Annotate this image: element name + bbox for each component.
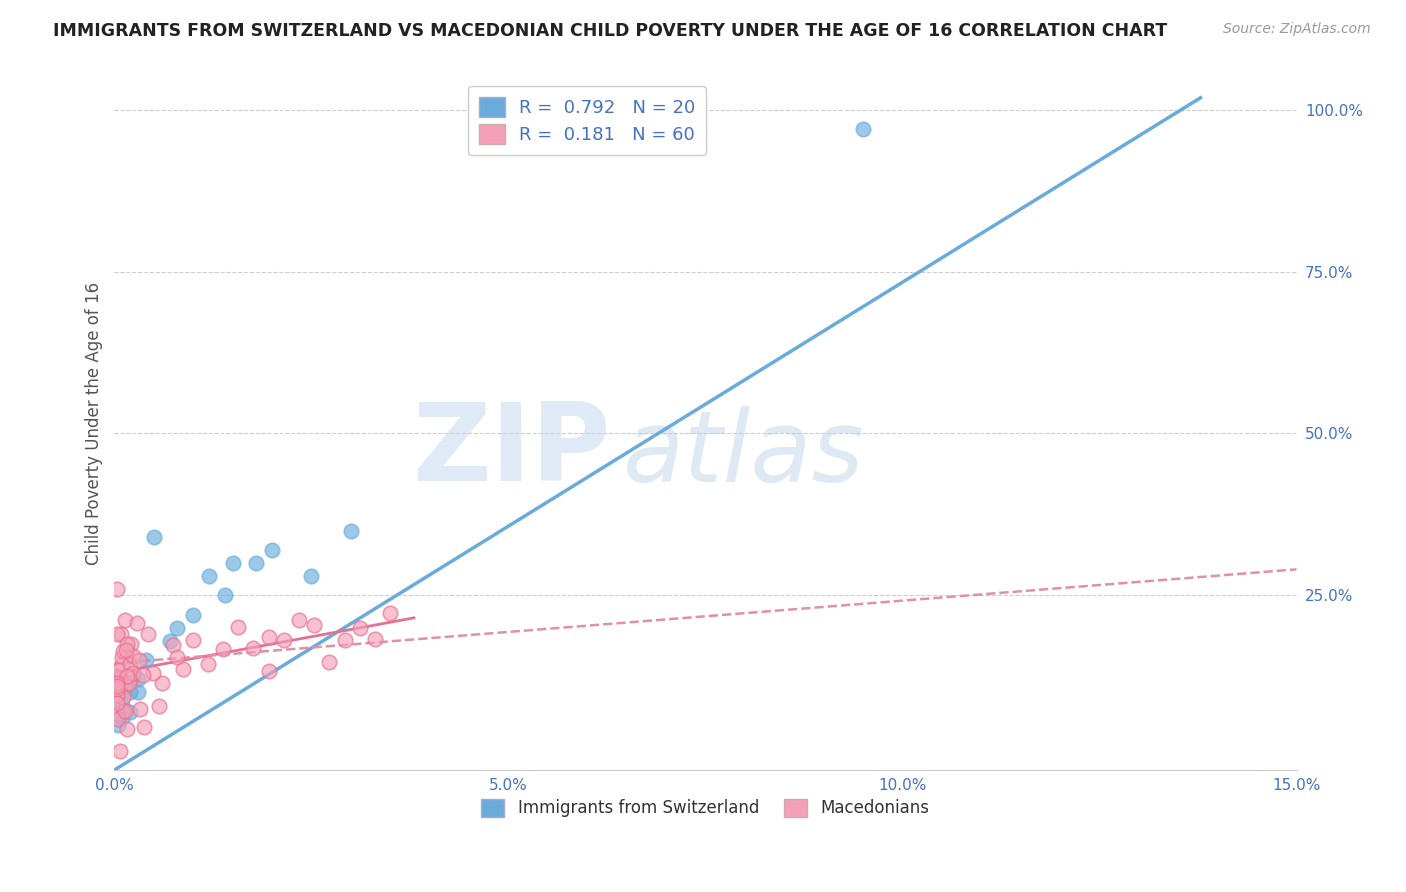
- Point: [131, 668, 153, 682]
- Point: [105, 676, 128, 690]
- Point: [120, 705, 142, 719]
- Point: [111, 649, 134, 664]
- Point: [118, 676, 141, 690]
- Point: [114, 613, 136, 627]
- Point: [121, 670, 143, 684]
- Point: [111, 657, 134, 671]
- Point: [142, 530, 165, 544]
- Point: [214, 588, 236, 602]
- Point: [172, 662, 194, 676]
- Text: Source: ZipAtlas.com: Source: ZipAtlas.com: [1223, 22, 1371, 37]
- Point: [115, 669, 138, 683]
- Point: [198, 569, 221, 583]
- Point: [150, 675, 173, 690]
- Point: [304, 618, 326, 632]
- Point: [108, 679, 131, 693]
- Point: [318, 655, 340, 669]
- Point: [245, 556, 267, 570]
- Point: [111, 711, 134, 725]
- Point: [105, 681, 128, 696]
- Point: [197, 657, 219, 672]
- Point: [107, 717, 129, 731]
- Point: [129, 702, 152, 716]
- Point: [301, 569, 323, 583]
- Point: [105, 679, 128, 693]
- Point: [117, 637, 139, 651]
- Point: [349, 621, 371, 635]
- Point: [273, 632, 295, 647]
- Point: [257, 664, 280, 678]
- Point: [120, 637, 142, 651]
- Point: [260, 543, 283, 558]
- Point: [107, 712, 129, 726]
- Point: [114, 679, 136, 693]
- Point: [127, 685, 149, 699]
- Point: [115, 643, 138, 657]
- Point: [288, 614, 311, 628]
- Point: [118, 657, 141, 671]
- Point: [181, 607, 204, 622]
- Y-axis label: Child Poverty Under the Age of 16: Child Poverty Under the Age of 16: [86, 282, 103, 566]
- Point: [340, 524, 363, 538]
- Point: [105, 688, 128, 702]
- Point: [111, 698, 134, 713]
- Point: [166, 621, 188, 635]
- Point: [105, 669, 128, 683]
- Point: [121, 649, 143, 664]
- Point: [142, 666, 165, 681]
- Point: [333, 632, 356, 647]
- Point: [105, 696, 128, 710]
- Point: [364, 632, 387, 647]
- Point: [852, 122, 875, 136]
- Point: [128, 653, 150, 667]
- Point: [107, 663, 129, 677]
- Point: [111, 644, 134, 658]
- Point: [120, 685, 142, 699]
- Text: IMMIGRANTS FROM SWITZERLAND VS MACEDONIAN CHILD POVERTY UNDER THE AGE OF 16 CORR: IMMIGRANTS FROM SWITZERLAND VS MACEDONIA…: [53, 22, 1167, 40]
- Text: atlas: atlas: [623, 407, 865, 503]
- Point: [108, 743, 131, 757]
- Point: [108, 672, 131, 686]
- Point: [105, 706, 128, 721]
- Point: [127, 616, 149, 631]
- Point: [212, 642, 235, 657]
- Point: [105, 626, 128, 640]
- Point: [380, 606, 402, 620]
- Text: ZIP: ZIP: [412, 399, 612, 504]
- Point: [115, 722, 138, 736]
- Point: [121, 665, 143, 680]
- Point: [221, 556, 243, 570]
- Point: [114, 704, 136, 718]
- Point: [181, 633, 204, 648]
- Point: [135, 653, 157, 667]
- Point: [127, 673, 149, 687]
- Point: [166, 650, 188, 665]
- Legend: Immigrants from Switzerland, Macedonians: Immigrants from Switzerland, Macedonians: [474, 792, 936, 824]
- Point: [105, 582, 128, 597]
- Point: [148, 699, 170, 714]
- Point: [162, 638, 184, 652]
- Point: [257, 630, 280, 644]
- Point: [242, 641, 264, 656]
- Point: [111, 690, 134, 704]
- Point: [136, 627, 159, 641]
- Point: [226, 620, 249, 634]
- Point: [112, 705, 135, 719]
- Point: [134, 721, 156, 735]
- Point: [110, 627, 132, 641]
- Point: [159, 633, 181, 648]
